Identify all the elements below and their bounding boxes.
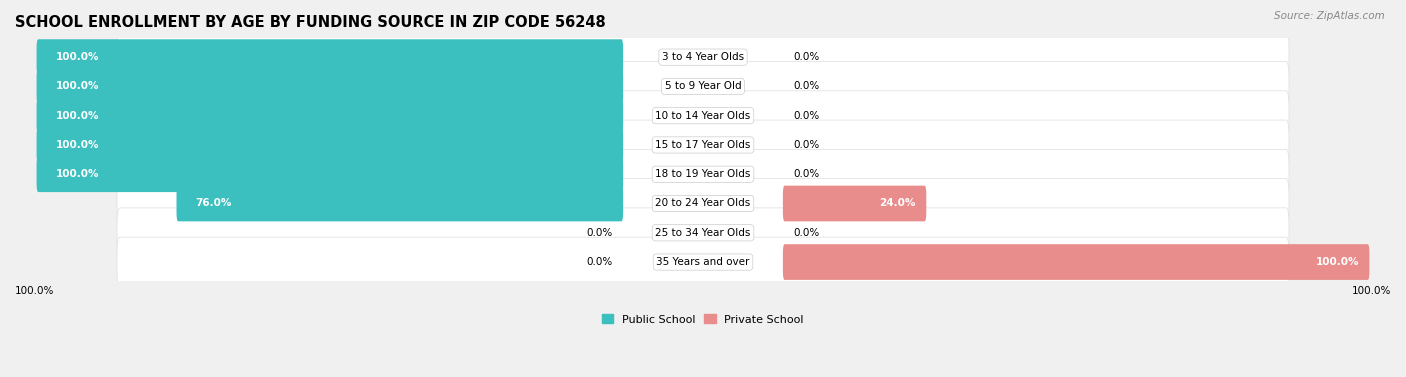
FancyBboxPatch shape	[37, 39, 623, 75]
Text: 35 Years and over: 35 Years and over	[657, 257, 749, 267]
FancyBboxPatch shape	[37, 98, 623, 133]
Text: 18 to 19 Year Olds: 18 to 19 Year Olds	[655, 169, 751, 179]
Text: Source: ZipAtlas.com: Source: ZipAtlas.com	[1274, 11, 1385, 21]
Text: 100.0%: 100.0%	[56, 111, 100, 121]
Text: 0.0%: 0.0%	[793, 111, 820, 121]
Text: 100.0%: 100.0%	[1316, 257, 1360, 267]
Text: 0.0%: 0.0%	[793, 169, 820, 179]
FancyBboxPatch shape	[783, 244, 1369, 280]
FancyBboxPatch shape	[117, 149, 1289, 199]
FancyBboxPatch shape	[117, 32, 1289, 82]
Text: 5 to 9 Year Old: 5 to 9 Year Old	[665, 81, 741, 91]
Text: 10 to 14 Year Olds: 10 to 14 Year Olds	[655, 111, 751, 121]
Text: 3 to 4 Year Olds: 3 to 4 Year Olds	[662, 52, 744, 62]
FancyBboxPatch shape	[37, 127, 623, 163]
Text: 100.0%: 100.0%	[1351, 286, 1391, 296]
Text: 100.0%: 100.0%	[56, 169, 100, 179]
Text: 0.0%: 0.0%	[793, 140, 820, 150]
FancyBboxPatch shape	[117, 179, 1289, 228]
FancyBboxPatch shape	[117, 237, 1289, 287]
FancyBboxPatch shape	[117, 61, 1289, 111]
Text: 100.0%: 100.0%	[56, 140, 100, 150]
Text: 25 to 34 Year Olds: 25 to 34 Year Olds	[655, 228, 751, 238]
FancyBboxPatch shape	[37, 69, 623, 104]
FancyBboxPatch shape	[783, 185, 927, 221]
Text: 24.0%: 24.0%	[879, 199, 915, 208]
Text: 0.0%: 0.0%	[793, 52, 820, 62]
Title: SCHOOL ENROLLMENT BY AGE BY FUNDING SOURCE IN ZIP CODE 56248: SCHOOL ENROLLMENT BY AGE BY FUNDING SOUR…	[15, 15, 606, 30]
Text: 0.0%: 0.0%	[793, 81, 820, 91]
Text: 20 to 24 Year Olds: 20 to 24 Year Olds	[655, 199, 751, 208]
Text: 76.0%: 76.0%	[195, 199, 232, 208]
Text: 100.0%: 100.0%	[56, 52, 100, 62]
FancyBboxPatch shape	[117, 208, 1289, 257]
Text: 15 to 17 Year Olds: 15 to 17 Year Olds	[655, 140, 751, 150]
FancyBboxPatch shape	[177, 185, 623, 221]
FancyBboxPatch shape	[117, 91, 1289, 141]
Legend: Public School, Private School: Public School, Private School	[598, 310, 808, 329]
Text: 0.0%: 0.0%	[586, 257, 613, 267]
Text: 0.0%: 0.0%	[793, 228, 820, 238]
Text: 0.0%: 0.0%	[586, 228, 613, 238]
FancyBboxPatch shape	[37, 156, 623, 192]
Text: 100.0%: 100.0%	[56, 81, 100, 91]
Text: 100.0%: 100.0%	[15, 286, 55, 296]
FancyBboxPatch shape	[117, 120, 1289, 170]
